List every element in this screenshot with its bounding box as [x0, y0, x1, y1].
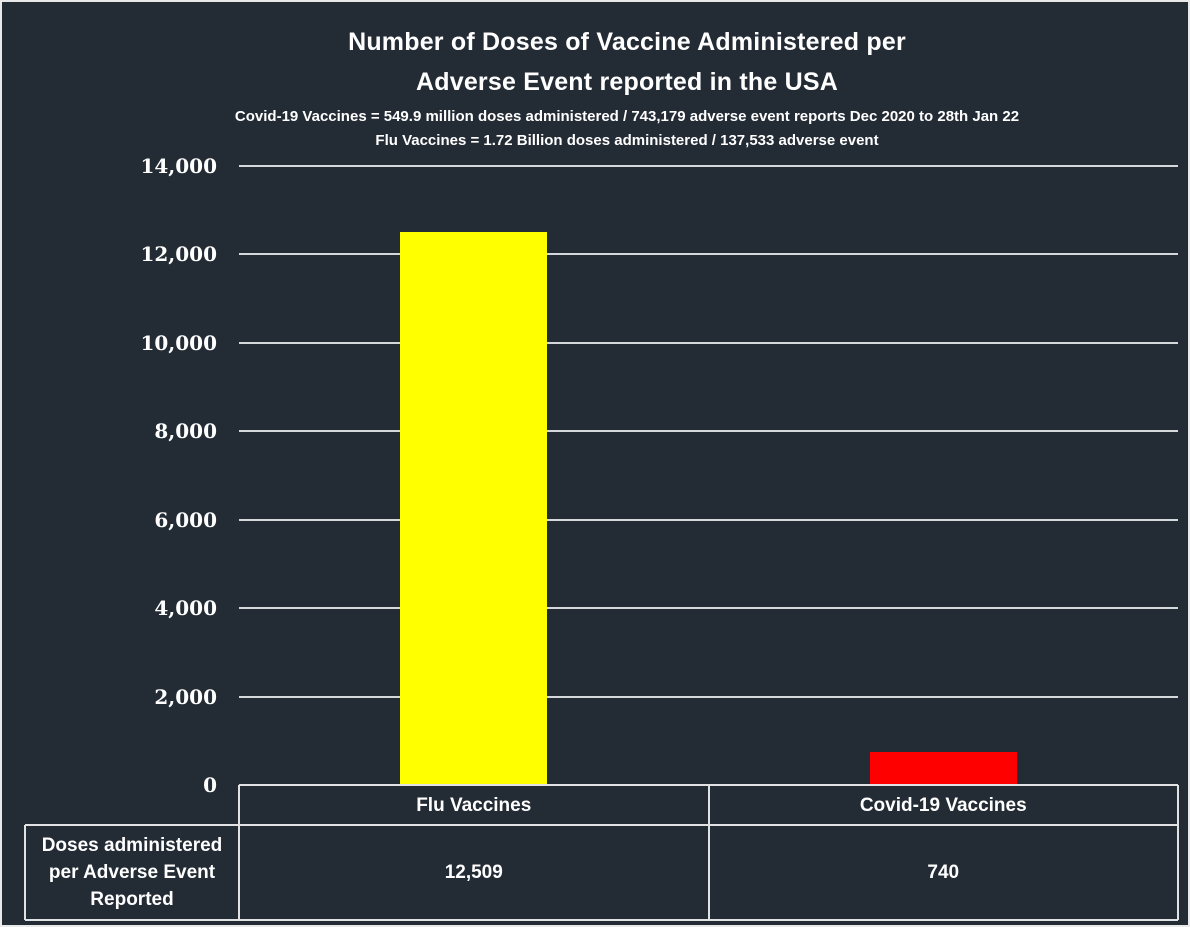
table-border-bottom — [25, 919, 1178, 921]
chart-subtitle-line-1: Covid-19 Vaccines = 549.9 million doses … — [234, 108, 1020, 125]
chart-title: Number of Doses of Vaccine Administered … — [32, 22, 1188, 102]
table-border-divider-1 — [707, 785, 710, 920]
gridline-12000 — [239, 253, 1178, 256]
y-tick-label-6000: 6,000 — [154, 507, 217, 532]
table-column-header-covid-19-vaccines: Covid-19 Vaccines — [859, 794, 1027, 816]
chart-subtitle: Covid-19 Vaccines = 549.9 million doses … — [32, 105, 1188, 153]
chart-title-line-2: Adverse Event reported in the USA — [416, 68, 838, 96]
y-tick-label-10000: 10,000 — [140, 330, 217, 355]
chart-title-line-1: Number of Doses of Vaccine Administered … — [348, 28, 906, 56]
table-border-left — [24, 825, 26, 920]
table-column-header-flu-vaccines: Flu Vaccines — [416, 794, 532, 816]
gridline-8000 — [239, 430, 1178, 433]
gridline-6000 — [239, 518, 1178, 521]
table-value-covid-19-vaccines: 740 — [927, 862, 960, 883]
bar-covid-19-vaccines — [869, 752, 1017, 785]
gridline-10000 — [239, 341, 1178, 344]
bar-flu-vaccines — [400, 231, 548, 785]
gridline-14000 — [239, 165, 1178, 167]
table-row-label: Doses administered per Adverse Event Rep… — [41, 835, 223, 910]
table-border-axis — [238, 785, 240, 920]
y-tick-label-0: 0 — [203, 773, 217, 797]
y-tick-label-8000: 8,000 — [154, 419, 217, 444]
table-border-right — [1177, 785, 1179, 920]
y-tick-label-14000: 14,000 — [140, 154, 217, 178]
table-border-row-top — [25, 824, 1178, 826]
chart-subtitle-line-2: Flu Vaccines = 1.72 Billion doses admini… — [375, 132, 879, 149]
gridline-2000 — [239, 695, 1178, 698]
table-value-flu-vaccines: 12,509 — [444, 862, 503, 883]
y-tick-label-4000: 4,000 — [154, 596, 217, 621]
y-tick-label-2000: 2,000 — [154, 684, 217, 709]
y-tick-label-12000: 12,000 — [140, 242, 217, 267]
gridline-4000 — [239, 607, 1178, 610]
